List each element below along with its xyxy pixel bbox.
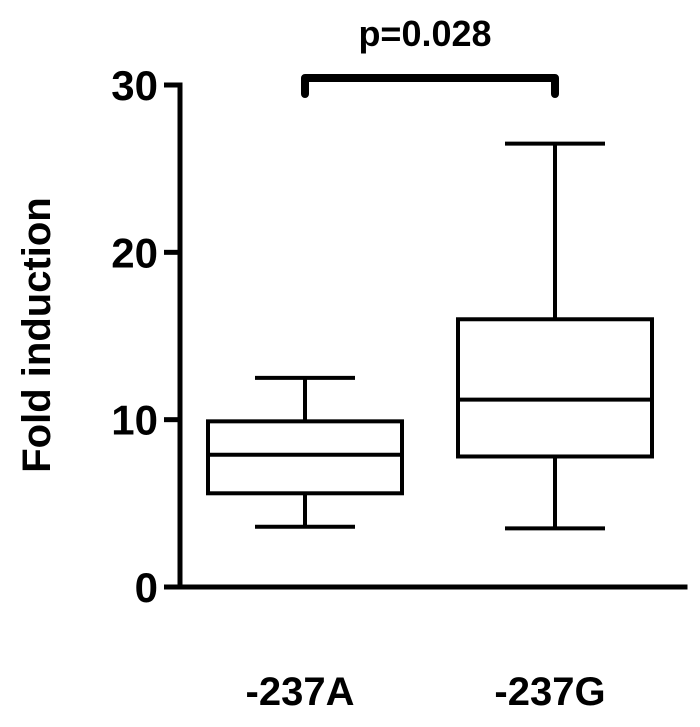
y-tick-label: 10	[111, 397, 158, 444]
box-series	[206, 141, 654, 531]
annotations: p=0.028	[301, 13, 559, 98]
y-axis: 0 10 20 30	[111, 62, 183, 611]
x-category-label: -237G	[494, 670, 605, 714]
y-tick-label: 0	[135, 564, 158, 611]
box-2	[456, 141, 654, 531]
x-axis: -237A -237G	[177, 584, 688, 714]
p-value-label: p=0.028	[358, 13, 491, 54]
box-1	[206, 375, 404, 529]
y-tick-label: 30	[111, 62, 158, 109]
iqr-box	[456, 317, 654, 459]
y-tick-label: 20	[111, 229, 158, 276]
iqr-box	[206, 419, 404, 496]
significance-bracket	[301, 74, 559, 98]
x-category-label: -237A	[246, 670, 355, 714]
y-axis-label: Fold induction	[15, 197, 59, 473]
